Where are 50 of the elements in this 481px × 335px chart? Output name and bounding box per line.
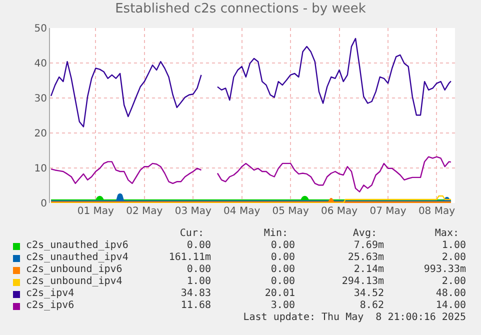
x-tick-label: 04 May [224, 206, 260, 217]
x-tick-label: 07 May [370, 206, 406, 217]
text: 1.00 [186, 276, 211, 288]
text: 2.00 [442, 276, 466, 288]
y-tick-label: 40 [34, 58, 47, 70]
legend-label: c2s_ipv4 [26, 288, 74, 300]
text: 25.63m [348, 252, 384, 264]
y-tick-label: 10 [34, 164, 47, 174]
text: 0.00 [270, 264, 295, 276]
text: 294.13m [342, 276, 384, 288]
text: 993.33m [424, 264, 466, 276]
text: 34.83 [180, 288, 211, 300]
text: 2.00 [442, 252, 466, 264]
legend-label: c2s_ipv6 [26, 300, 74, 312]
y-tick-label: 0 [40, 198, 47, 210]
legend-label: c2s_unbound_ipv6 [26, 264, 122, 276]
legend-label: c2s_unauthed_ipv6 [26, 240, 128, 252]
y-tick-label: 30 [34, 94, 47, 104]
text: 8.62 [360, 300, 384, 312]
text: 0.00 [186, 264, 211, 276]
x-tick-label: 01 May [77, 206, 114, 217]
legend-label: c2s_unauthed_ipv4 [26, 252, 128, 264]
text: 48.00 [436, 288, 466, 300]
x-tick-label: 06 May [321, 206, 358, 217]
x-tick-label: 03 May [174, 206, 212, 217]
text: Avg: [352, 228, 377, 240]
chart-title: Established c2s connections - by week [115, 1, 366, 16]
text: 0.00 [186, 240, 211, 252]
text: 34.52 [354, 288, 384, 300]
text: 14.00 [436, 300, 466, 312]
legend-label: c2s_unbound_ipv4 [26, 276, 122, 288]
text: Last update: Thu May 8 21:00:16 2025 [243, 312, 466, 324]
y-tick-label: 20 [34, 128, 47, 140]
text: Max: [434, 228, 459, 240]
text: Cur: [180, 228, 204, 240]
text: 161.11m [168, 252, 211, 264]
x-tick-label: 05 May [272, 206, 309, 217]
text: 7.69m [354, 240, 384, 252]
text: 0.00 [270, 240, 295, 252]
text: 2.14m [354, 264, 384, 276]
text: 1.00 [442, 240, 466, 252]
text: 11.68 [180, 300, 211, 312]
text: Min: [264, 228, 288, 240]
text: 0.00 [270, 252, 295, 264]
text: 0.00 [270, 276, 295, 288]
x-tick-label: 08 May [418, 206, 456, 217]
text: 20.01 [264, 288, 295, 300]
text: 3.00 [270, 300, 295, 312]
y-tick-label: 50 [34, 24, 47, 34]
x-tick-label: 02 May [126, 206, 163, 217]
